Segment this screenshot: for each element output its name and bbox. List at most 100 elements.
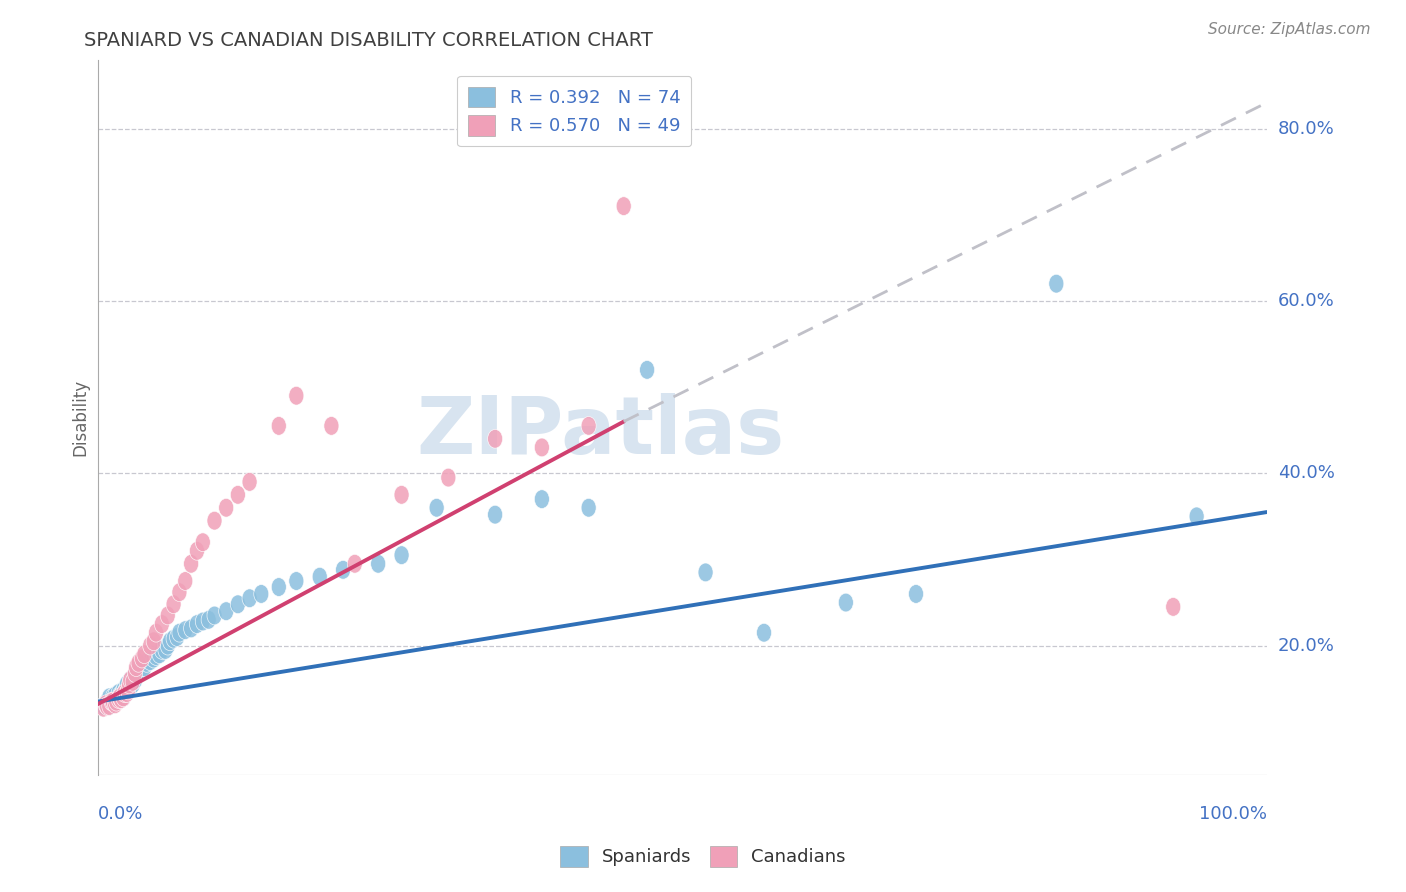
Ellipse shape — [195, 612, 211, 631]
Ellipse shape — [190, 541, 204, 560]
Ellipse shape — [128, 671, 142, 690]
Ellipse shape — [1166, 598, 1181, 616]
Ellipse shape — [96, 697, 111, 715]
Ellipse shape — [149, 647, 163, 665]
Ellipse shape — [105, 688, 121, 706]
Ellipse shape — [112, 688, 128, 706]
Ellipse shape — [231, 485, 246, 504]
Ellipse shape — [756, 624, 772, 642]
Ellipse shape — [115, 688, 131, 706]
Ellipse shape — [142, 652, 157, 671]
Ellipse shape — [111, 683, 127, 702]
Ellipse shape — [114, 690, 128, 708]
Ellipse shape — [170, 628, 184, 647]
Ellipse shape — [125, 669, 141, 688]
Ellipse shape — [177, 572, 193, 591]
Ellipse shape — [207, 511, 222, 530]
Ellipse shape — [271, 417, 287, 435]
Ellipse shape — [201, 610, 217, 629]
Ellipse shape — [534, 438, 550, 457]
Ellipse shape — [195, 533, 211, 551]
Ellipse shape — [177, 621, 193, 640]
Ellipse shape — [394, 546, 409, 565]
Ellipse shape — [132, 660, 148, 679]
Ellipse shape — [190, 615, 204, 633]
Ellipse shape — [616, 197, 631, 216]
Ellipse shape — [231, 595, 246, 614]
Ellipse shape — [172, 582, 187, 601]
Ellipse shape — [114, 686, 128, 705]
Ellipse shape — [288, 386, 304, 405]
Ellipse shape — [121, 681, 135, 700]
Ellipse shape — [136, 657, 152, 676]
Text: 20.0%: 20.0% — [1278, 637, 1334, 655]
Ellipse shape — [155, 615, 169, 633]
Ellipse shape — [908, 584, 924, 603]
Ellipse shape — [219, 499, 233, 517]
Ellipse shape — [131, 654, 146, 673]
Legend: R = 0.392   N = 74, R = 0.570   N = 49: R = 0.392 N = 74, R = 0.570 N = 49 — [457, 76, 692, 146]
Ellipse shape — [122, 678, 136, 697]
Ellipse shape — [429, 499, 444, 517]
Ellipse shape — [146, 649, 162, 668]
Ellipse shape — [166, 595, 181, 614]
Ellipse shape — [1189, 507, 1204, 525]
Ellipse shape — [108, 695, 122, 714]
Ellipse shape — [120, 683, 135, 702]
Ellipse shape — [129, 664, 145, 682]
Ellipse shape — [115, 688, 131, 706]
Ellipse shape — [146, 632, 162, 650]
Ellipse shape — [120, 675, 135, 694]
Ellipse shape — [312, 567, 328, 586]
Ellipse shape — [184, 619, 198, 638]
Ellipse shape — [100, 697, 114, 715]
Ellipse shape — [219, 602, 233, 621]
Ellipse shape — [271, 578, 287, 597]
Text: Source: ZipAtlas.com: Source: ZipAtlas.com — [1208, 22, 1371, 37]
Ellipse shape — [253, 584, 269, 603]
Ellipse shape — [640, 360, 655, 379]
Ellipse shape — [160, 606, 176, 625]
Ellipse shape — [105, 692, 121, 711]
Ellipse shape — [697, 563, 713, 582]
Y-axis label: Disability: Disability — [72, 379, 89, 456]
Ellipse shape — [207, 606, 222, 625]
Text: 100.0%: 100.0% — [1199, 805, 1267, 823]
Ellipse shape — [104, 692, 120, 711]
Ellipse shape — [118, 681, 134, 700]
Ellipse shape — [115, 683, 129, 702]
Ellipse shape — [122, 671, 138, 690]
Ellipse shape — [108, 686, 122, 705]
Text: 0.0%: 0.0% — [97, 805, 143, 823]
Ellipse shape — [149, 624, 163, 642]
Ellipse shape — [128, 664, 142, 682]
Legend: Spaniards, Canadians: Spaniards, Canadians — [553, 838, 853, 874]
Ellipse shape — [135, 657, 149, 676]
Ellipse shape — [441, 468, 456, 487]
Ellipse shape — [104, 692, 120, 711]
Ellipse shape — [125, 675, 141, 694]
Ellipse shape — [488, 429, 502, 448]
Ellipse shape — [160, 636, 176, 655]
Ellipse shape — [108, 690, 124, 708]
Ellipse shape — [128, 657, 143, 676]
Ellipse shape — [117, 683, 132, 702]
Ellipse shape — [157, 640, 173, 659]
Ellipse shape — [166, 630, 181, 648]
Ellipse shape — [115, 681, 131, 700]
Text: SPANIARD VS CANADIAN DISABILITY CORRELATION CHART: SPANIARD VS CANADIAN DISABILITY CORRELAT… — [84, 31, 654, 50]
Ellipse shape — [110, 688, 125, 706]
Ellipse shape — [155, 640, 169, 659]
Text: 40.0%: 40.0% — [1278, 464, 1334, 483]
Ellipse shape — [581, 417, 596, 435]
Ellipse shape — [172, 624, 187, 642]
Ellipse shape — [347, 555, 363, 574]
Text: 60.0%: 60.0% — [1278, 292, 1334, 310]
Ellipse shape — [121, 681, 135, 700]
Ellipse shape — [122, 675, 136, 694]
Ellipse shape — [114, 690, 128, 708]
Ellipse shape — [112, 686, 128, 705]
Ellipse shape — [96, 698, 111, 717]
Ellipse shape — [581, 499, 596, 517]
Ellipse shape — [108, 692, 124, 711]
